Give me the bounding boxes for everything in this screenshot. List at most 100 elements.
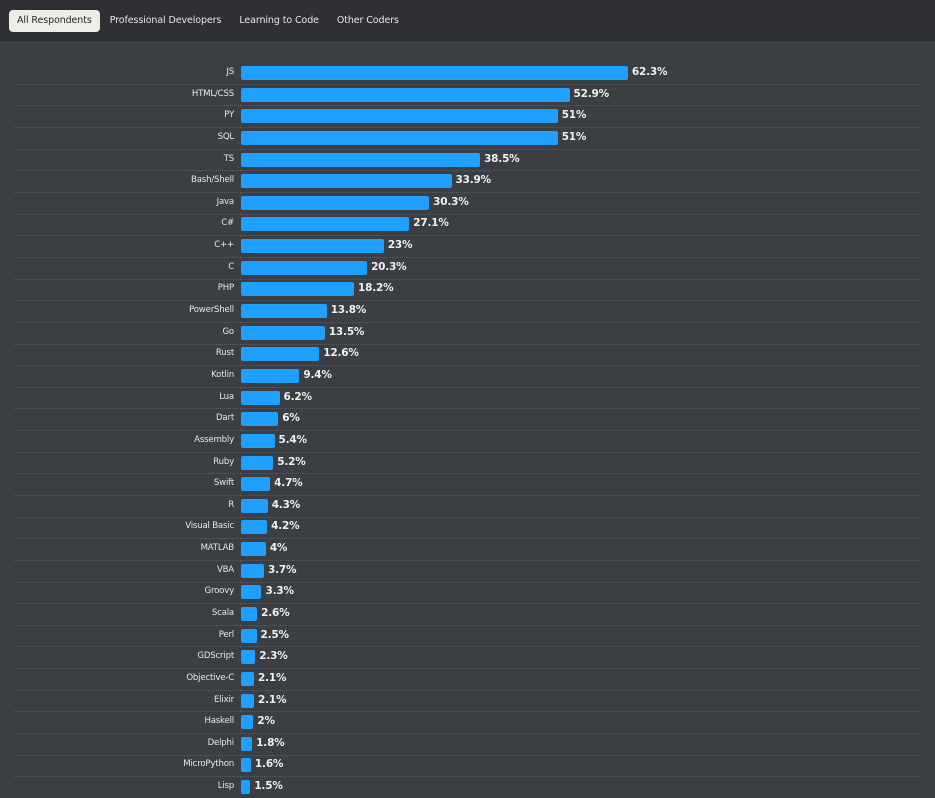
- category-label: Bash/Shell: [191, 175, 234, 186]
- row-separator: [15, 170, 919, 172]
- value-label: 27.1%: [413, 217, 449, 230]
- row-separator: [15, 278, 919, 280]
- value-label: 6.2%: [283, 390, 313, 403]
- chart-row: MicroPython 1.6%: [0, 755, 935, 777]
- row-separator: [15, 192, 919, 194]
- bar[interactable]: [241, 368, 300, 383]
- value-label: 2.3%: [259, 650, 288, 663]
- bar[interactable]: [241, 693, 255, 708]
- value-label: 20.3%: [371, 260, 407, 273]
- category-label: SQL: [217, 131, 235, 142]
- bar[interactable]: [241, 130, 558, 145]
- bar[interactable]: [241, 563, 264, 578]
- bar[interactable]: [241, 498, 268, 513]
- value-label: 4.7%: [274, 477, 303, 490]
- category-label: Perl: [218, 629, 235, 640]
- value-label: 2.1%: [258, 693, 287, 706]
- row-separator: [15, 624, 919, 626]
- chart-row: VBA 3.7%: [0, 560, 935, 582]
- bar[interactable]: [241, 455, 274, 470]
- category-label: Lisp: [217, 781, 235, 792]
- row-separator: [15, 83, 919, 85]
- chart-row: Perl 2.5%: [0, 625, 935, 647]
- bar[interactable]: [241, 780, 251, 795]
- bar[interactable]: [241, 217, 410, 232]
- bar[interactable]: [241, 152, 481, 167]
- value-label: 3.3%: [265, 585, 294, 598]
- bar[interactable]: [241, 412, 279, 427]
- bar[interactable]: [241, 390, 280, 405]
- bar[interactable]: [241, 585, 262, 600]
- value-label: 1.6%: [254, 758, 284, 771]
- row-separator: [15, 300, 919, 302]
- tab-professional-developers[interactable]: Professional Developers: [109, 15, 222, 26]
- chart-row: C# 27.1%: [0, 214, 935, 236]
- value-label: 4.2%: [271, 520, 300, 533]
- bar[interactable]: [241, 433, 275, 448]
- bar[interactable]: [241, 325, 325, 340]
- tab-all-respondents[interactable]: All Respondents: [9, 10, 100, 32]
- value-label: 2.5%: [260, 628, 290, 641]
- value-label: 30.3%: [433, 195, 469, 208]
- category-label: MicroPython: [183, 759, 234, 770]
- value-label: 38.5%: [484, 152, 520, 165]
- category-label: JS: [226, 66, 234, 77]
- category-label: Ruby: [213, 456, 234, 467]
- row-separator: [15, 668, 919, 670]
- chart-row: Swift 4.7%: [0, 473, 935, 495]
- category-label: Assembly: [194, 434, 234, 445]
- tab-other-coders[interactable]: Other Coders: [336, 15, 399, 26]
- row-separator: [15, 343, 919, 345]
- row-separator: [15, 646, 919, 648]
- bar[interactable]: [241, 758, 251, 773]
- bar[interactable]: [241, 347, 320, 362]
- respondent-tabs: All Respondents Professional Developers …: [9, 10, 409, 32]
- bar[interactable]: [241, 174, 452, 189]
- bar[interactable]: [241, 542, 266, 557]
- category-label: PHP: [217, 283, 234, 294]
- tab-learning-to-code[interactable]: Learning to Code: [239, 15, 319, 26]
- row-separator: [15, 516, 919, 518]
- bar[interactable]: [241, 282, 355, 297]
- value-label: 5.4%: [278, 433, 308, 446]
- bar[interactable]: [241, 671, 255, 686]
- chart-row: JS 62.3%: [0, 62, 935, 84]
- value-label: 9.4%: [303, 368, 332, 381]
- chart-row: Bash/Shell 33.9%: [0, 170, 935, 192]
- category-label: Lua: [219, 391, 234, 402]
- value-label: 18.2%: [358, 282, 394, 295]
- bar[interactable]: [241, 477, 271, 492]
- row-separator: [15, 473, 919, 475]
- bar[interactable]: [241, 239, 384, 254]
- bar[interactable]: [241, 520, 268, 535]
- chart-row: Delphi 1.8%: [0, 733, 935, 755]
- bar[interactable]: [241, 304, 327, 319]
- chart-row: Assembly 5.4%: [0, 430, 935, 452]
- category-label: GDScript: [197, 651, 234, 662]
- bar[interactable]: [241, 260, 368, 275]
- bar[interactable]: [241, 736, 253, 751]
- category-label: PowerShell: [189, 305, 234, 316]
- chart-row: GDScript 2.3%: [0, 646, 935, 668]
- row-separator: [15, 581, 919, 583]
- chart-row: Lua 6.2%: [0, 387, 935, 409]
- bar[interactable]: [241, 109, 558, 124]
- bar[interactable]: [241, 195, 430, 210]
- row-separator: [15, 127, 919, 129]
- row-separator: [15, 256, 919, 258]
- bar[interactable]: [241, 715, 254, 730]
- chart-row: Lisp 1.5%: [0, 776, 935, 798]
- bar[interactable]: [241, 65, 628, 80]
- bar[interactable]: [241, 87, 570, 102]
- chart-row: Kotlin 9.4%: [0, 365, 935, 387]
- bar[interactable]: [241, 650, 256, 665]
- bar[interactable]: [241, 606, 258, 621]
- value-label: 3.7%: [267, 563, 297, 576]
- row-separator: [15, 321, 919, 323]
- row-separator: [15, 451, 919, 453]
- bar[interactable]: [241, 628, 257, 643]
- row-separator: [15, 776, 919, 778]
- value-label: 12.6%: [323, 347, 359, 360]
- value-label: 13.8%: [330, 304, 367, 317]
- value-label: 51%: [561, 130, 587, 143]
